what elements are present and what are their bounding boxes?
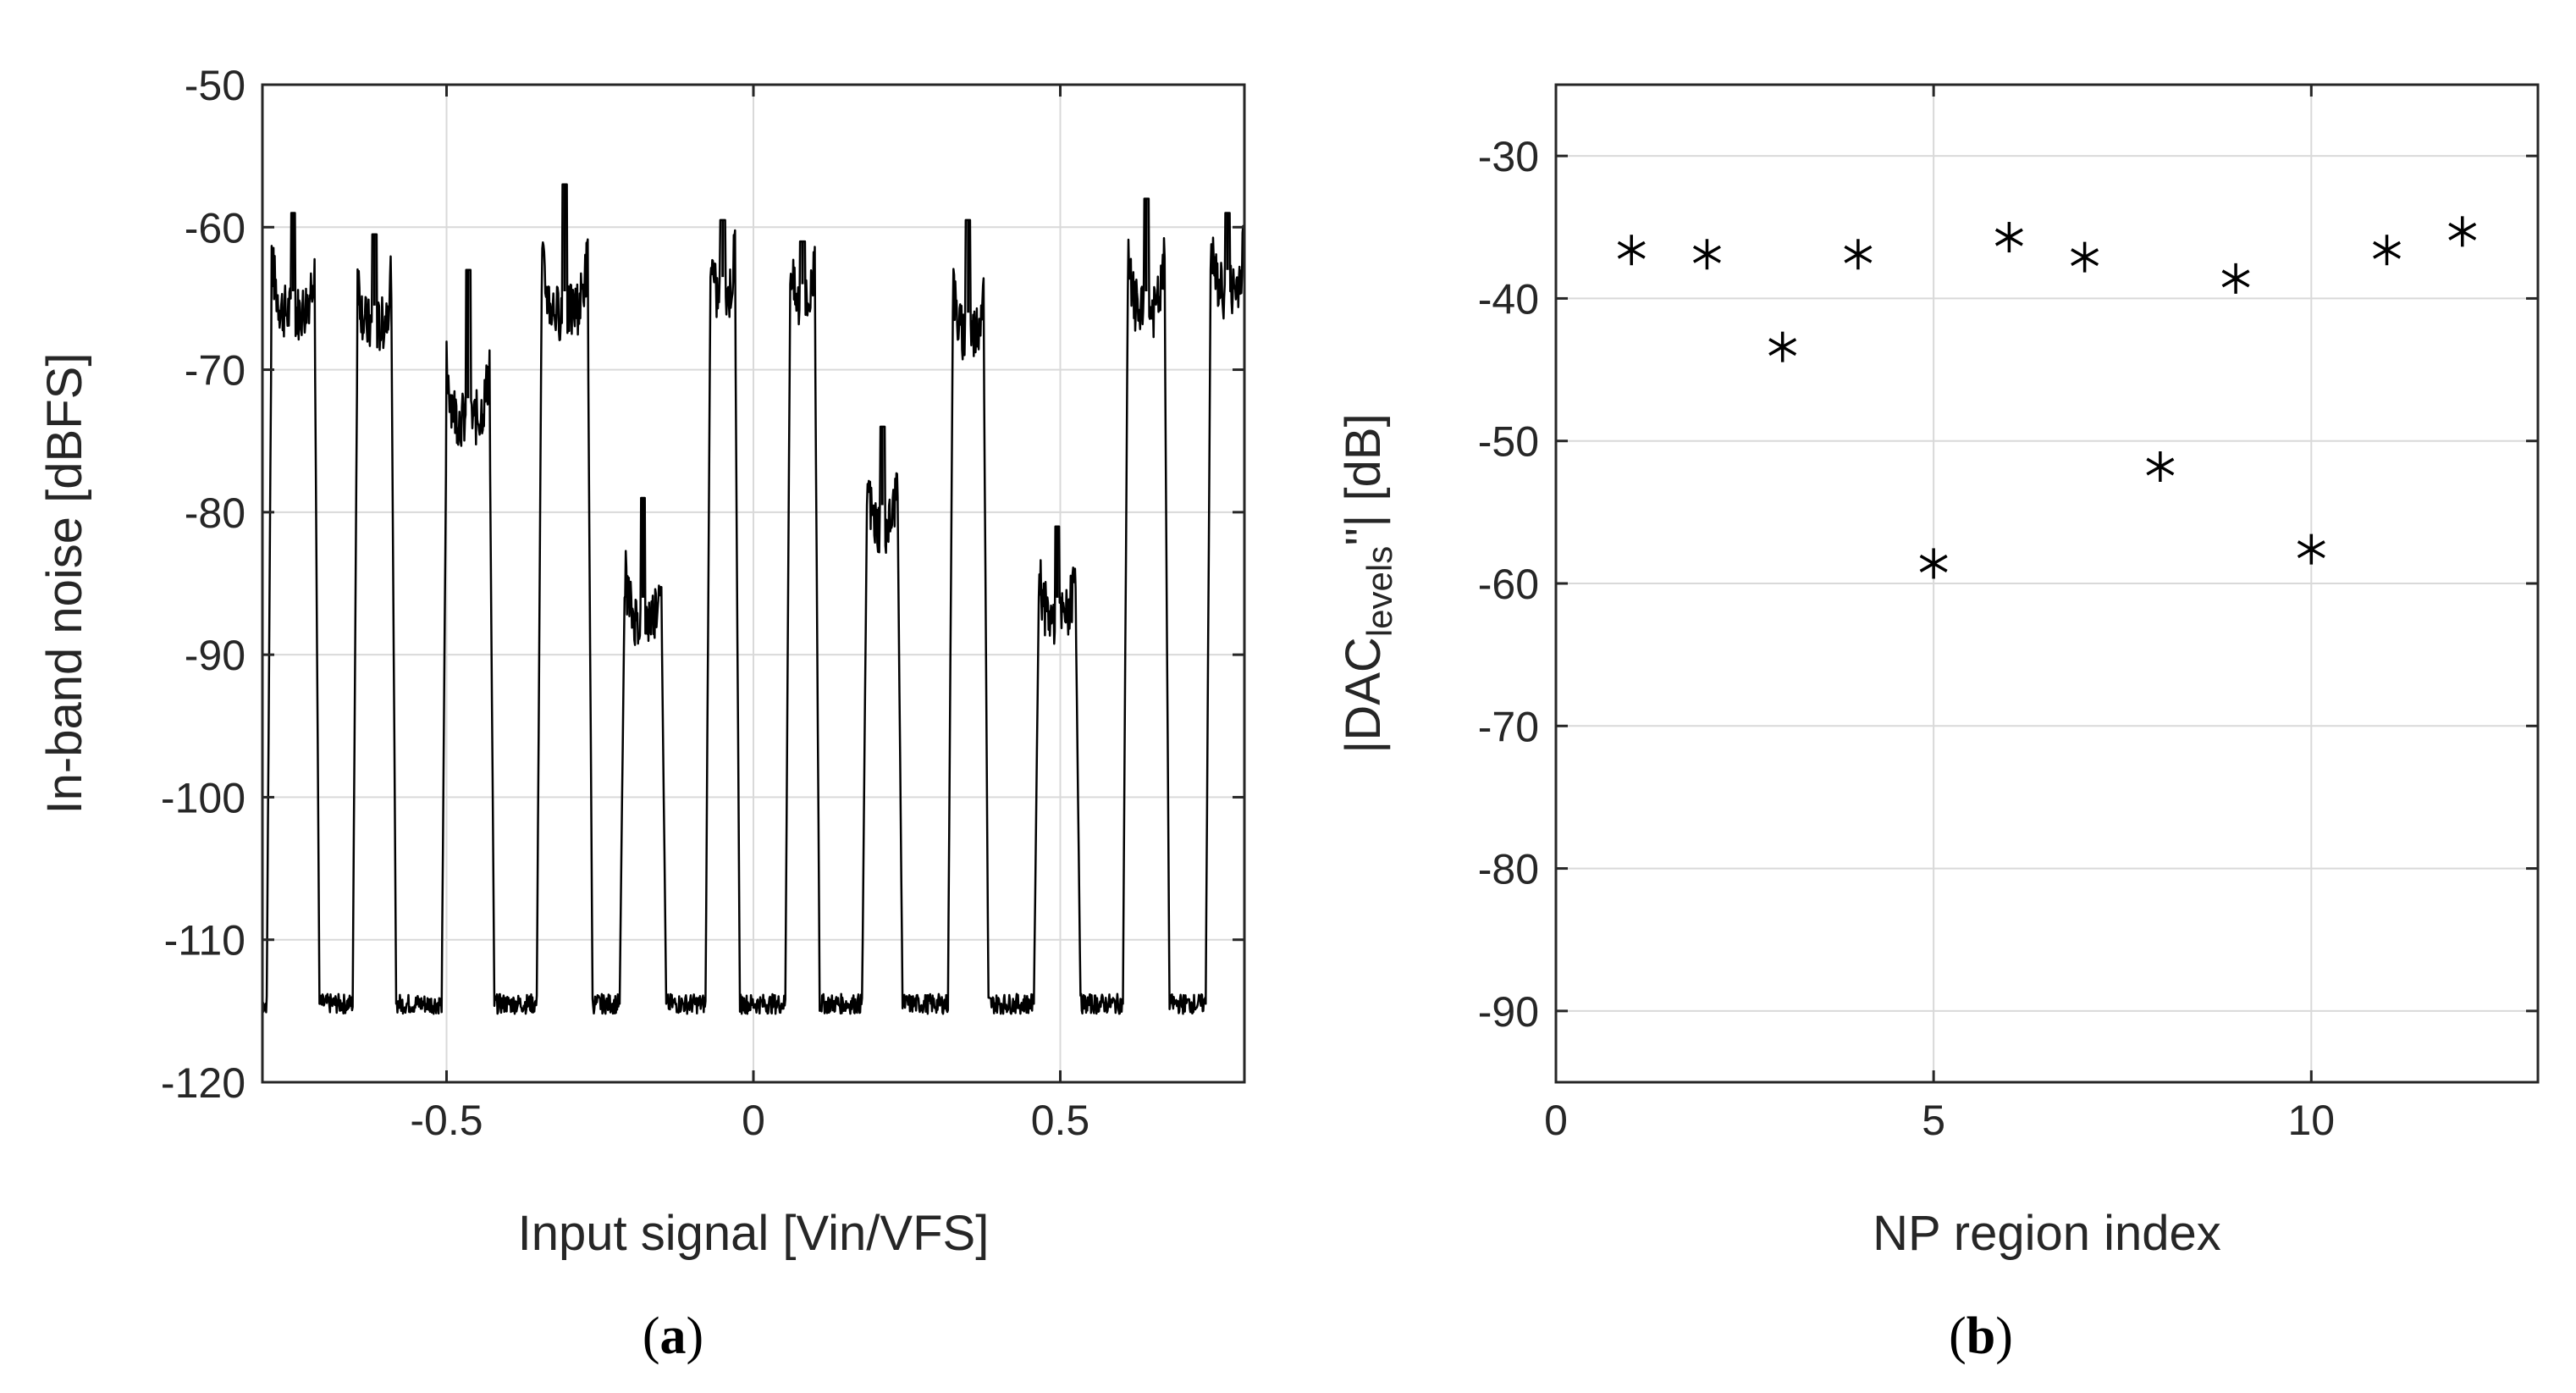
y-tick-label: -30 bbox=[1478, 133, 1539, 180]
noise-trace bbox=[261, 183, 1246, 1015]
scatter-point bbox=[1844, 239, 1873, 270]
y-axis-label-a: In-band noise [dBFS] bbox=[37, 353, 92, 815]
scatter-point bbox=[2146, 451, 2175, 483]
scatter-point bbox=[2373, 235, 2402, 266]
chart-panel-a: -0.5 0 0.5 -120 -110 -100 -90 -80 -70 -60 -50 Inpu… bbox=[37, 62, 1246, 1365]
scatter-point bbox=[2221, 263, 2250, 294]
scatter-point bbox=[1617, 235, 1646, 266]
y-tick-label: -70 bbox=[185, 347, 245, 395]
y-tick-label: -80 bbox=[185, 489, 245, 537]
y-tick-label: -50 bbox=[1478, 418, 1539, 466]
y-tick-label: -120 bbox=[161, 1059, 245, 1107]
chart-panel-b: 0 5 10 -90 -80 -70 -60 -50 -40 -30 NP region inde… bbox=[1336, 83, 2540, 1365]
y-axis-label-b: |DAClevels''| [dB] bbox=[1336, 413, 1399, 753]
x-tick-label: 10 bbox=[2287, 1097, 2335, 1144]
x-tick-label: -0.5 bbox=[410, 1097, 483, 1144]
y-tick-label: -40 bbox=[1478, 275, 1539, 323]
y-tick-label: -90 bbox=[185, 632, 245, 679]
scatter-point bbox=[1919, 548, 1948, 579]
scatter-point bbox=[1692, 239, 1721, 270]
ticks-a: -0.5 0 0.5 -120 -110 -100 -90 -80 -70 -60 -50 bbox=[161, 62, 1244, 1144]
scatter-point bbox=[1768, 331, 1797, 362]
x-tick-label: 0 bbox=[742, 1097, 765, 1144]
x-axis-label-b: NP region index bbox=[1873, 1206, 2221, 1261]
scatter-points-group bbox=[1617, 216, 2477, 579]
y-tick-label: -60 bbox=[1478, 561, 1539, 608]
y-tick-label: -90 bbox=[1478, 988, 1539, 1036]
noise-trace-group bbox=[261, 183, 1246, 1015]
y-tick-label: -50 bbox=[185, 62, 245, 109]
x-tick-label: 5 bbox=[1922, 1097, 1945, 1144]
x-tick-label: 0 bbox=[1544, 1097, 1568, 1144]
scatter-point bbox=[2071, 241, 2099, 273]
grid-a bbox=[262, 85, 1244, 1082]
y-tick-label: -60 bbox=[185, 204, 245, 252]
y-tick-label: -70 bbox=[1478, 703, 1539, 750]
y-tick-label: -100 bbox=[161, 774, 245, 821]
grid-b bbox=[1555, 85, 2538, 1082]
y-tick-label: -110 bbox=[164, 917, 245, 965]
scatter-point bbox=[1994, 222, 2023, 253]
x-axis-label-a: Input signal [Vin/VFS] bbox=[518, 1206, 990, 1261]
scatter-point bbox=[2297, 533, 2325, 565]
panel-label-b: (b) bbox=[1949, 1307, 2013, 1365]
y-tick-label: -80 bbox=[1478, 846, 1539, 893]
scatter-point bbox=[2448, 216, 2477, 247]
x-tick-label: 0.5 bbox=[1031, 1097, 1090, 1144]
ticks-b: 0 5 10 -90 -80 -70 -60 -50 -40 -30 bbox=[1478, 85, 2538, 1144]
panel-label-a: (a) bbox=[643, 1307, 703, 1365]
